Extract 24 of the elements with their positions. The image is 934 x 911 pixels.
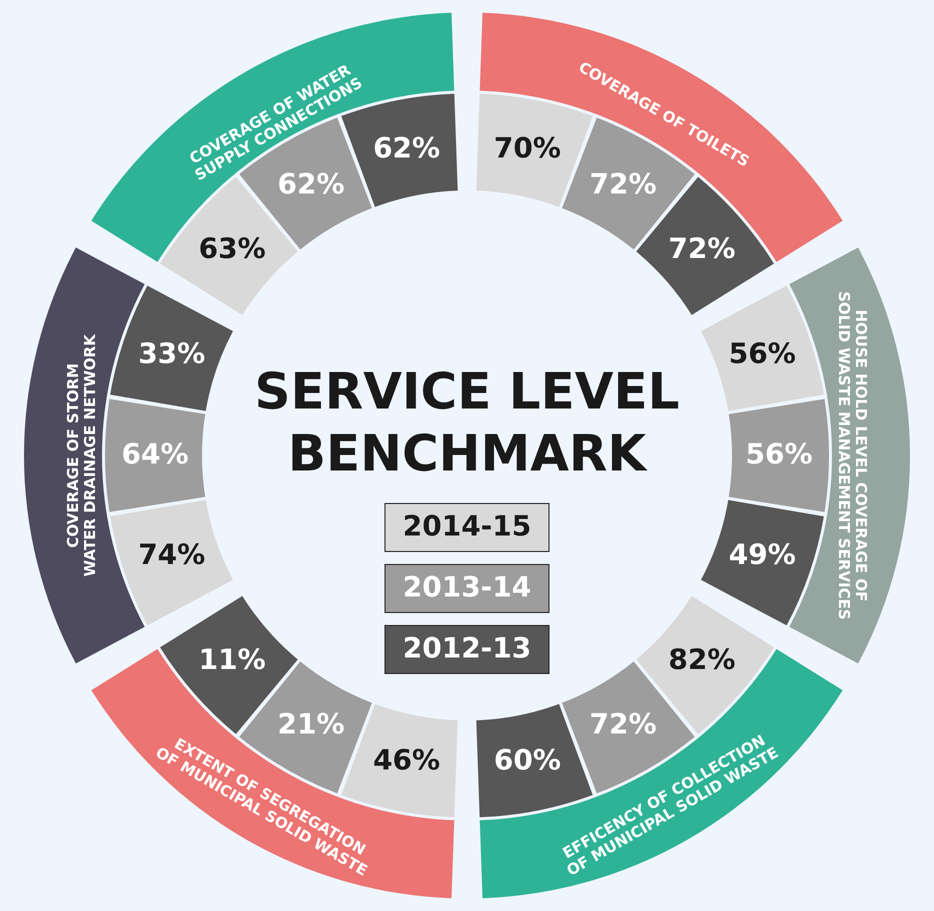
data-label: 60% (494, 744, 561, 777)
text: SERVICE LEVEL BENCHMARK (254, 362, 680, 482)
category-label: HOUSE HOLD LEVEL COVERAGE OF SOLID WASTE MANAGEMENT SERVICES (835, 291, 870, 620)
data-label: 72% (589, 167, 657, 200)
data-label: 63% (198, 232, 266, 266)
data-label: 56% (728, 336, 796, 370)
series-label: 2012-13 (402, 632, 532, 664)
data-label: 72% (589, 708, 657, 741)
data-label: 64% (121, 438, 189, 470)
data-label: 74% (138, 538, 206, 572)
data-label: 11% (198, 642, 266, 676)
data-label: 72% (668, 232, 736, 266)
text: 2013-14 (402, 570, 532, 604)
category-label: COVERAGE OF STORM WATER DRAINAGE NETWORK (64, 333, 99, 577)
data-label: 46% (373, 744, 440, 777)
data-label: 62% (373, 131, 440, 164)
data-label: 56% (745, 438, 813, 470)
data-label: 49% (728, 538, 796, 572)
data-label: 70% (494, 131, 561, 164)
text: 2014-15 (402, 510, 532, 542)
data-label: 62% (277, 167, 345, 200)
data-label: 21% (277, 708, 345, 741)
data-label: 82% (668, 642, 736, 676)
data-label: 33% (138, 336, 206, 370)
